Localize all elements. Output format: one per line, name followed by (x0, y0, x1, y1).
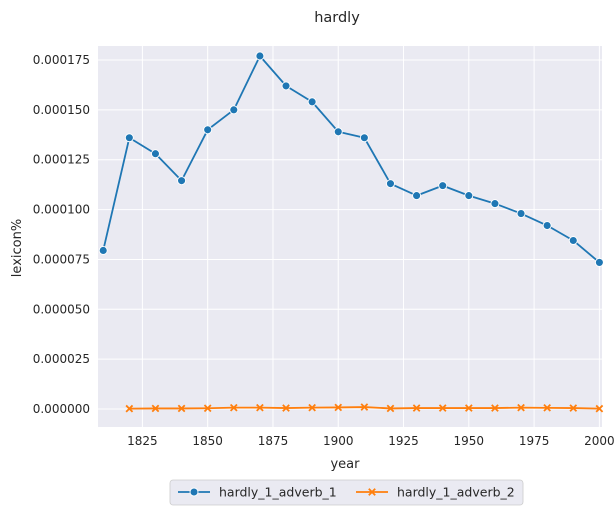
y-axis-title: lexicon% (10, 219, 25, 277)
data-point (229, 105, 239, 115)
data-point (517, 403, 525, 412)
y-tick-label: 0.000000 (33, 402, 90, 416)
y-tick-label: 0.000025 (33, 352, 90, 366)
data-point (307, 97, 317, 107)
legend-marker (368, 488, 376, 496)
series-line (102, 55, 600, 264)
data-point (360, 403, 369, 411)
x-tick-label: 1900 (323, 434, 354, 448)
data-point (177, 404, 186, 413)
data-point (255, 51, 265, 61)
data-point (125, 404, 134, 413)
plot-area (98, 46, 602, 427)
x-tick-label: 1825 (127, 434, 158, 448)
data-point (177, 176, 187, 186)
y-tick-label: 0.000050 (33, 302, 90, 316)
legend-marker (189, 487, 199, 497)
data-point (516, 209, 526, 219)
legend-box (169, 479, 524, 506)
x-tick-label: 1850 (192, 434, 223, 448)
data-point (438, 181, 448, 191)
legend-entry: hardly_1_adverb_1 (178, 485, 337, 500)
x-tick-label: 1925 (388, 434, 419, 448)
x-axis-title: year (330, 457, 360, 472)
series-hardly_1_adverb_1 (98, 51, 604, 267)
data-point (490, 199, 500, 209)
data-point (282, 404, 290, 412)
x-tick-label: 1950 (454, 434, 485, 448)
data-point (334, 403, 343, 412)
data-point (256, 403, 264, 412)
data-point (203, 404, 212, 413)
x-tick-label: 2000 (584, 434, 614, 448)
y-axis-ticks: 0.000000 0.000025 0.000050 0.000075 0.000100… (33, 53, 90, 416)
y-tick-label: 0.000125 (33, 153, 90, 167)
x-tick-label: 1975 (519, 434, 550, 448)
data-point (542, 221, 552, 230)
data-point (595, 404, 604, 413)
data-point (386, 179, 395, 189)
y-tick-label: 0.000150 (33, 103, 90, 117)
data-point (464, 191, 474, 201)
data-point (333, 127, 343, 137)
series-hardly_1_adverb_2 (125, 403, 604, 413)
data-point (308, 403, 316, 412)
y-tick-label: 0.000075 (33, 252, 90, 266)
data-point (203, 125, 213, 135)
series-group (98, 51, 604, 413)
data-point (386, 404, 395, 413)
x-tick-label: 1875 (258, 434, 289, 448)
data-point (594, 257, 604, 267)
data-point (98, 246, 108, 255)
legend: hardly_1_adverb_1 hardly_1_adverb_2 (169, 479, 524, 506)
data-point (412, 404, 421, 412)
data-point (464, 404, 473, 412)
data-point (281, 81, 291, 91)
legend-label: hardly_1_adverb_1 (219, 485, 337, 500)
data-point (491, 404, 499, 412)
data-point (569, 404, 578, 412)
x-axis-ticks: 1825 1850 1875 1900 1925 1950 1975 2000 (127, 434, 614, 448)
data-point (151, 149, 160, 159)
data-point (543, 404, 551, 412)
data-point (359, 133, 369, 143)
data-point (412, 191, 422, 201)
data-point (438, 404, 447, 412)
legend-entry: hardly_1_adverb_2 (356, 485, 515, 500)
data-point (124, 133, 134, 143)
data-point (229, 403, 238, 412)
data-point (151, 404, 160, 413)
chart-title: hardly (314, 10, 360, 26)
grid-lines (98, 46, 602, 427)
y-tick-label: 0.000175 (33, 53, 90, 67)
data-point (568, 236, 578, 245)
y-tick-label: 0.000100 (33, 203, 90, 217)
legend-label: hardly_1_adverb_2 (397, 485, 515, 500)
